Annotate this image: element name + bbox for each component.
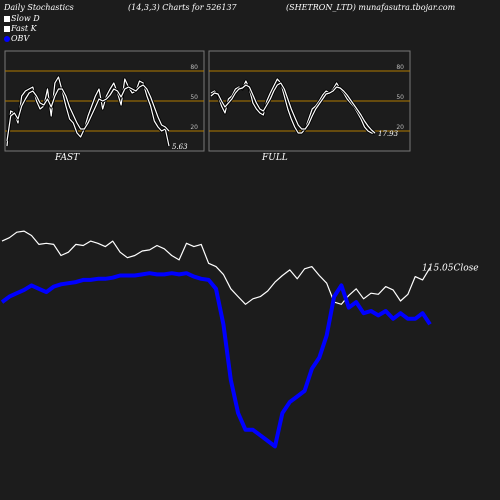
legend-swatch-obv — [4, 36, 10, 42]
close-price-line — [1, 230, 431, 305]
legend-slow-d: Slow D — [4, 14, 40, 23]
legend-label-fast-k: Fast K — [11, 24, 37, 33]
fast-tick-label-20: 20 — [190, 124, 198, 131]
chart-header-params: (14,3,3) Charts for 526137 — [128, 3, 237, 12]
chart-header-title: Daily Stochastics — [4, 3, 74, 12]
full-end-value-label: 17.93 — [378, 130, 399, 138]
fast-tick-label-80: 80 — [190, 64, 198, 71]
fast-end-value-label: 5.63 — [172, 143, 188, 151]
full-panel-caption: FULL — [262, 153, 288, 163]
legend-swatch-fast-k — [4, 26, 10, 32]
chart-header-source: (SHETRON_LTD) munafasutra.tbojar.com — [286, 3, 456, 12]
fast-slow-d-line — [6, 84, 170, 142]
legend-swatch-slow-d — [4, 16, 10, 22]
legend-fast-k: Fast K — [4, 24, 37, 33]
full-tick-label-20: 20 — [396, 124, 404, 131]
full-slow-d-line — [210, 82, 376, 134]
close-value-label: 115.05Close — [422, 264, 479, 274]
full-tick-label-50: 50 — [396, 94, 404, 101]
legend-obv: OBV — [4, 34, 29, 43]
full-tick-label-80: 80 — [396, 64, 404, 71]
legend-label-obv: OBV — [11, 34, 30, 43]
obv-line — [0, 271, 432, 449]
fast-tick-label-50: 50 — [190, 94, 198, 101]
full-fast-k-line — [210, 78, 375, 134]
legend-label-slow-d: Slow D — [11, 14, 40, 23]
fast-panel-caption: FAST — [55, 153, 80, 163]
